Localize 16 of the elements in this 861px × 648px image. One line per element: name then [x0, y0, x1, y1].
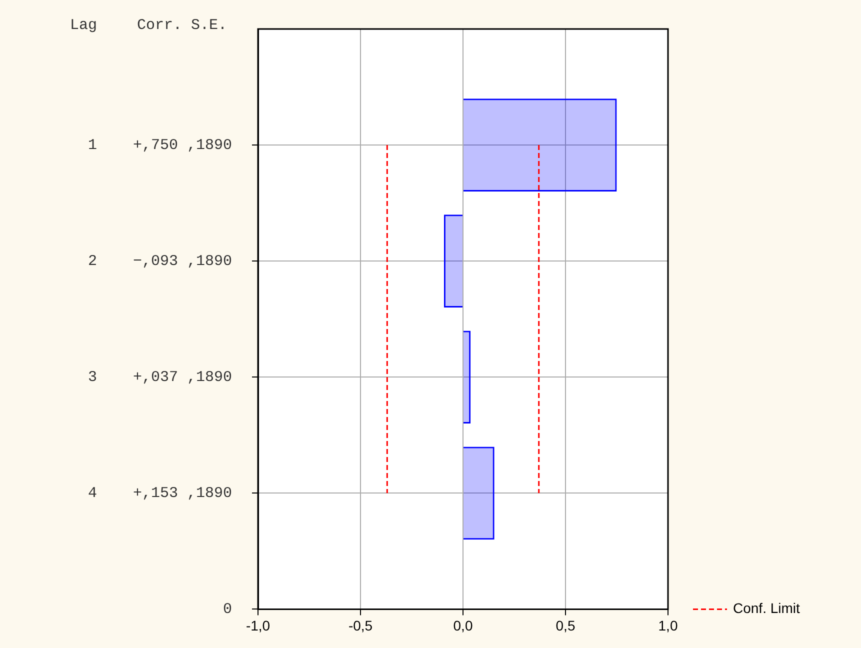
- y-tick-label: 4 +,153 ,1890: [88, 485, 232, 502]
- x-tick-label: 0,0: [453, 617, 473, 634]
- bar: [464, 446, 494, 540]
- text: Lag: [70, 16, 98, 34]
- x-tick-label: -0,5: [348, 617, 373, 634]
- bar: [444, 214, 462, 308]
- y-tick-label: 2 −,093 ,1890: [88, 253, 232, 270]
- x-tick-label: 0,5: [556, 617, 576, 634]
- x-tick-label: 1,0: [658, 617, 678, 634]
- text: Corr. S.E.: [137, 16, 228, 34]
- y-tick-label: 3 +,037 ,1890: [88, 369, 232, 386]
- y-tick-label: 0: [222, 601, 232, 618]
- x-tick-label: -1,0: [246, 617, 270, 634]
- y-tick-label: 1 +,750 ,1890: [88, 137, 232, 154]
- bar: [464, 330, 471, 424]
- legend-label: Conf. Limit: [733, 600, 800, 616]
